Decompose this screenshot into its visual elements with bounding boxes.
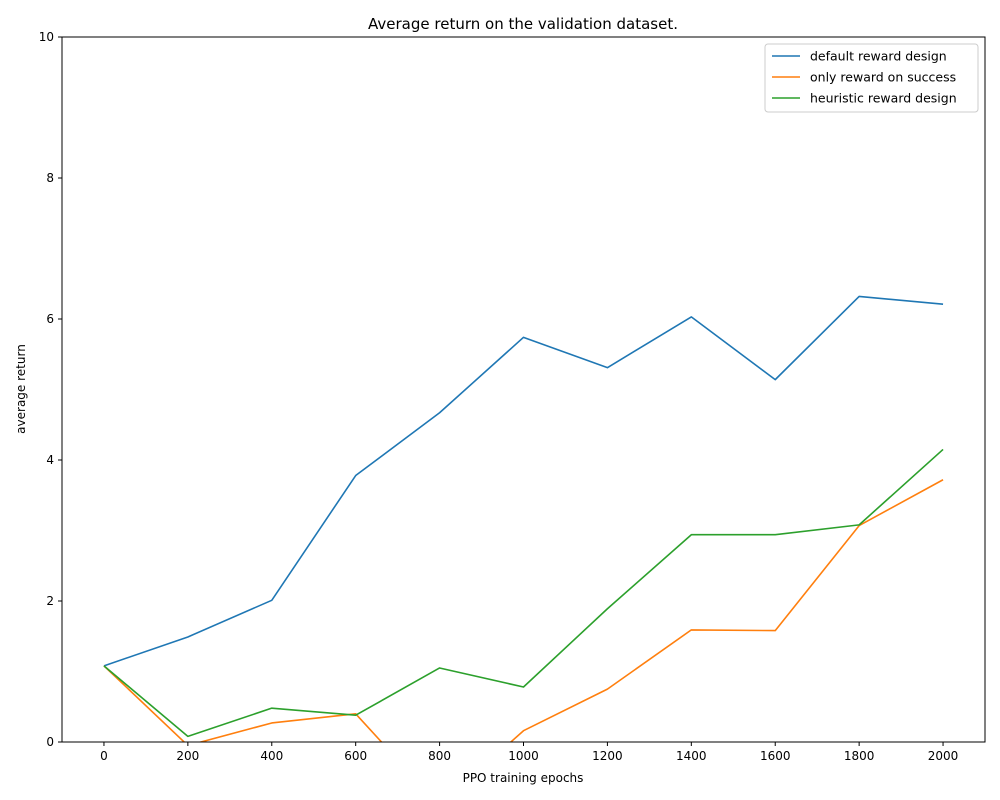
series-layer xyxy=(103,295,944,742)
x-axis-ticks: 0 200 400 600 800 1000 1200 1400 1600 1800 2000 xyxy=(100,742,958,763)
x-tick-label: 600 xyxy=(344,749,367,763)
x-tick-label: 1400 xyxy=(676,749,707,763)
legend-label: default reward design xyxy=(810,49,947,64)
x-tick-label: 2000 xyxy=(928,749,959,763)
y-axis-label: average return xyxy=(14,344,28,434)
legend: default reward design only reward on succ… xyxy=(764,43,979,113)
chart-title: Average return on the validation dataset… xyxy=(368,15,678,33)
x-tick-label: 1200 xyxy=(592,749,623,763)
x-axis-label: PPO training epochs xyxy=(463,771,584,785)
legend-label: heuristic reward design xyxy=(810,91,957,106)
y-tick-label: 8 xyxy=(46,171,54,185)
plot-frame xyxy=(61,36,986,743)
x-tick-label: 200 xyxy=(176,749,199,763)
x-tick-label: 1800 xyxy=(844,749,875,763)
series-line xyxy=(103,448,944,738)
x-tick-label: 1600 xyxy=(760,749,791,763)
y-tick-label: 10 xyxy=(39,30,54,44)
legend-box xyxy=(764,43,979,113)
x-tick-label: 400 xyxy=(260,749,283,763)
y-tick-label: 4 xyxy=(46,453,54,467)
y-tick-label: 0 xyxy=(46,735,54,749)
x-tick-label: 1000 xyxy=(508,749,539,763)
y-tick-label: 2 xyxy=(46,594,54,608)
y-tick-label: 6 xyxy=(46,312,54,326)
legend-label: only reward on success xyxy=(810,70,956,85)
x-tick-label: 800 xyxy=(428,749,451,763)
y-axis-ticks: 0 2 4 6 8 10 xyxy=(39,30,62,749)
series-line xyxy=(103,295,944,667)
x-tick-label: 0 xyxy=(100,749,108,763)
series-line xyxy=(103,479,944,742)
